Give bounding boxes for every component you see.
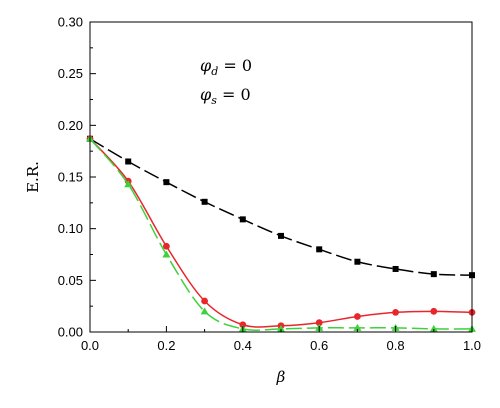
y-tick-label-2: 0.05: [58, 273, 83, 288]
series-1-point-2: [125, 158, 132, 165]
series-3-point-4: [200, 307, 209, 315]
plot-area: [86, 134, 476, 332]
annotation-value: = 0: [217, 85, 251, 104]
y-tick-label-3: 0.10: [58, 221, 83, 236]
series-2-point-5: [239, 321, 247, 329]
series-1-point-5: [239, 216, 246, 223]
x-axis-title: β: [276, 368, 286, 386]
series-2-point-3: [163, 242, 170, 250]
series-1-point-10: [430, 271, 437, 278]
series-2-line: [89, 138, 473, 328]
y-tick-label-6: 0.25: [58, 66, 83, 81]
series-2-point-8: [354, 313, 361, 320]
series-2-point-9: [392, 308, 399, 316]
series-1-point-3: [163, 179, 170, 186]
y-tick-label-1: 0.00: [58, 325, 83, 340]
y-tick-label-4: 0.15: [58, 170, 83, 185]
series-1-point-7: [316, 246, 323, 253]
x-tick-label-3: 0.4: [234, 338, 252, 353]
series-3-line: [89, 138, 473, 331]
series-3-point-3: [162, 250, 171, 258]
series-3-point-6: [277, 324, 285, 332]
x-tick-label-6: 1.0: [463, 338, 481, 353]
series-2-point-4: [201, 297, 209, 305]
annotation-1: φd = 0: [200, 56, 252, 78]
axes: 0.0 0.2 0.4 0.6 0.8 1.0 0.00 0.05 0.10 0.15 0.20 0.…: [24, 15, 481, 387]
series-1-line: [89, 138, 473, 276]
x-tick-label-5: 0.8: [387, 338, 405, 353]
y-tick-label-5: 0.20: [58, 118, 83, 133]
x-tick-label-4: 0.6: [310, 338, 328, 353]
y-tick-label-7: 0.30: [58, 15, 83, 30]
x-tick-label-2: 0.2: [157, 338, 175, 353]
plot-frame: [89, 21, 473, 333]
series-2-point-7: [315, 319, 323, 327]
annotations: φd = 0φs = 0: [200, 56, 252, 107]
series-3-point-2: [124, 180, 133, 188]
annotation-symbol: φ: [200, 56, 212, 75]
annotation-symbol: φ: [200, 85, 212, 104]
series-1-point-9: [392, 265, 399, 272]
series-3-point-8: [353, 323, 362, 331]
y-axis-title: E.R.: [24, 161, 42, 193]
annotation-value: = 0: [218, 56, 252, 75]
series-1-point-4: [201, 198, 208, 205]
annotation-2: φs = 0: [200, 85, 251, 107]
annotation-subscript: s: [211, 94, 217, 107]
annotation-subscript: d: [211, 65, 218, 78]
series-2-point-10: [430, 307, 438, 315]
series-1-point-8: [354, 258, 361, 265]
series-3-point-10: [429, 324, 438, 332]
x-tick-label-1: 0.0: [81, 338, 99, 353]
series-1-point-6: [278, 232, 284, 239]
